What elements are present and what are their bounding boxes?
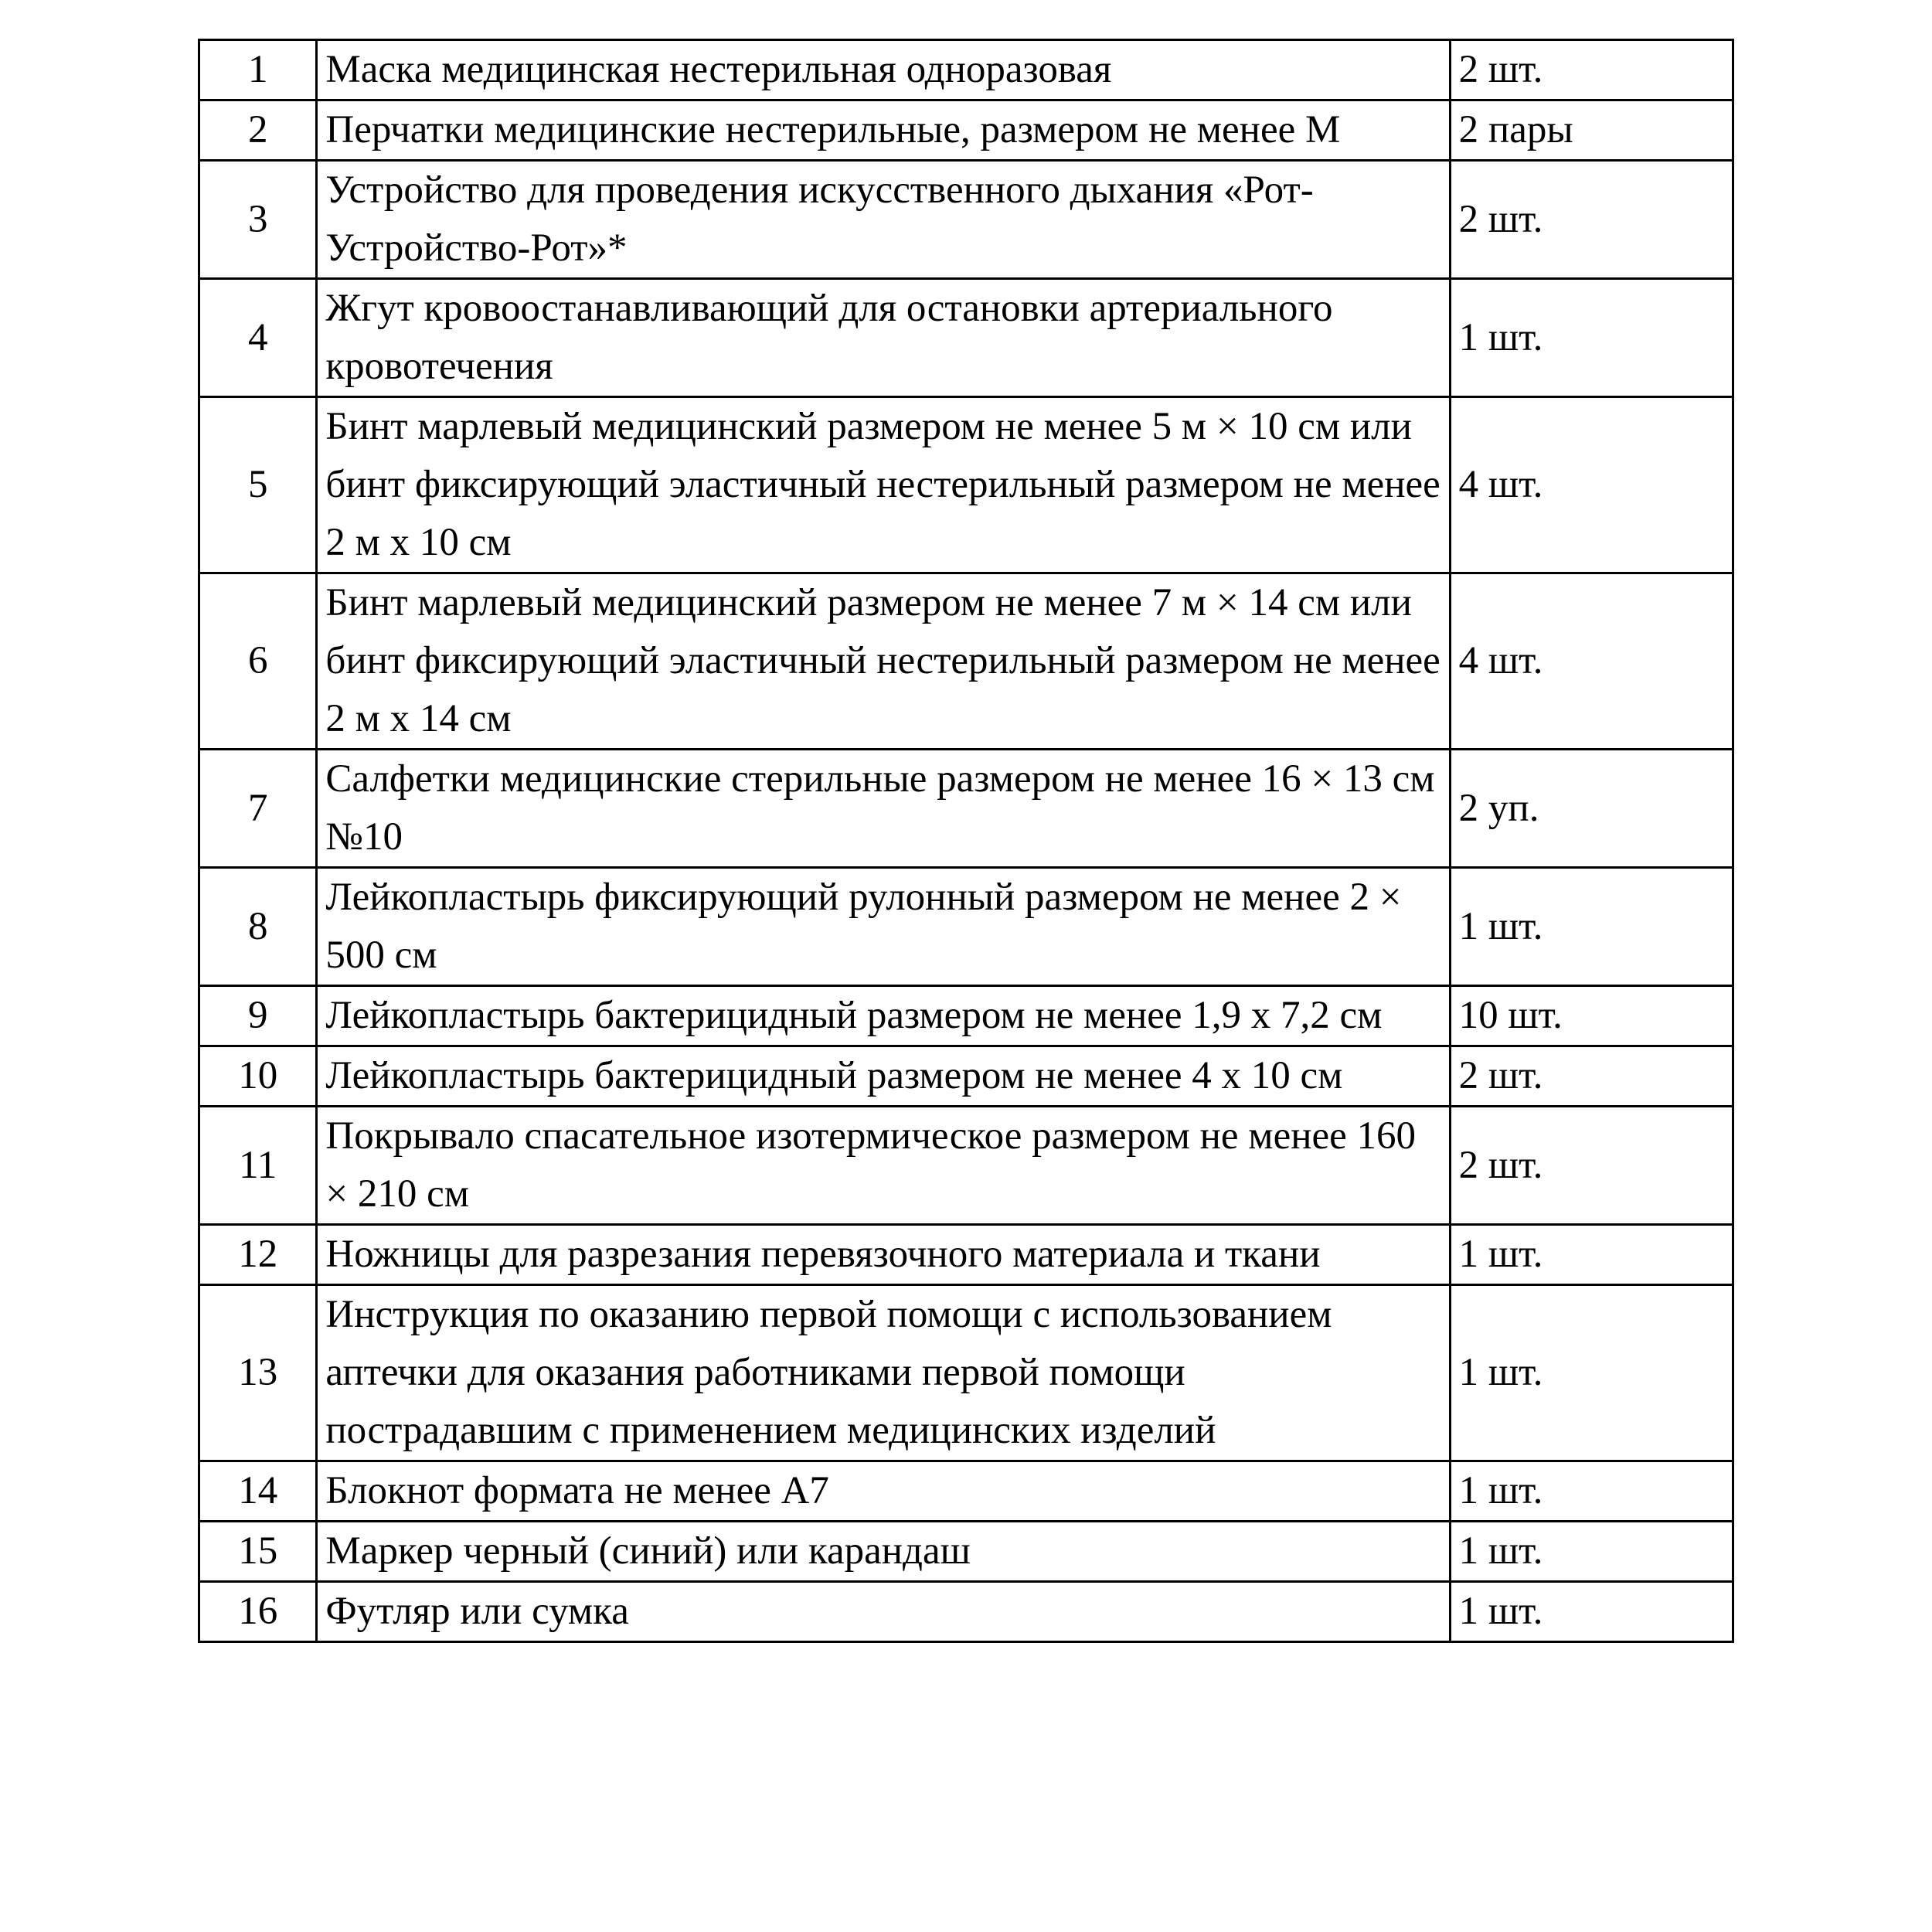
item-number: 7: [197, 748, 318, 869]
table-row: 6 Бинт марлевый медицинский размером не м…: [197, 572, 1735, 750]
table-row: 3 Устройство для проведения искусственног…: [197, 159, 1735, 280]
table-row: 9 Лейкопластырь бактерицидный размером не…: [197, 985, 1735, 1047]
item-name: Лейкопластырь бактерицидный размером не …: [315, 1045, 1451, 1107]
item-name: Бинт марлевый медицинский размером не ме…: [315, 572, 1451, 750]
item-quantity: 1 шт.: [1448, 277, 1735, 398]
item-name: Ножницы для разрезания перевязочного мат…: [315, 1223, 1451, 1286]
item-name: Инструкция по оказанию первой помощи с и…: [315, 1284, 1451, 1462]
item-number: 15: [197, 1520, 318, 1583]
item-number: 8: [197, 866, 318, 987]
item-number: 16: [197, 1580, 318, 1643]
item-name: Салфетки медицинские стерильные размером…: [315, 748, 1451, 869]
table-row: 8 Лейкопластырь фиксирующий рулонный разм…: [197, 866, 1735, 987]
item-name: Лейкопластырь бактерицидный размером не …: [315, 985, 1451, 1047]
item-number: 4: [197, 277, 318, 398]
item-quantity: 1 шт.: [1448, 1520, 1735, 1583]
item-name: Покрывало спасательное изотермическое ра…: [315, 1105, 1451, 1226]
table-row: 11 Покрывало спасательное изотермическое …: [197, 1105, 1735, 1226]
item-quantity: 4 шт.: [1448, 572, 1735, 750]
table-row: 14 Блокнот формата не менее А7 1 шт.: [197, 1460, 1735, 1522]
item-name: Жгут кровоостанавливающий для остановки …: [315, 277, 1451, 398]
item-quantity: 1 шт.: [1448, 1580, 1735, 1643]
item-name: Бинт марлевый медицинский размером не ме…: [315, 396, 1451, 574]
item-number: 12: [197, 1223, 318, 1286]
table-row: 4 Жгут кровоостанавливающий для остановки…: [197, 277, 1735, 398]
table-row: 7 Салфетки медицинские стерильные размеро…: [197, 748, 1735, 869]
item-number: 11: [197, 1105, 318, 1226]
item-quantity: 1 шт.: [1448, 1223, 1735, 1286]
table-row: 15 Маркер черный (синий) или карандаш 1 шт…: [197, 1520, 1735, 1583]
item-quantity: 1 шт.: [1448, 1460, 1735, 1522]
item-quantity: 1 шт.: [1448, 866, 1735, 987]
item-quantity: 2 шт.: [1448, 1105, 1735, 1226]
item-number: 2: [197, 99, 318, 162]
item-quantity: 2 шт.: [1448, 1045, 1735, 1107]
item-name: Маркер черный (синий) или карандаш: [315, 1520, 1451, 1583]
item-number: 3: [197, 159, 318, 280]
item-name: Перчатки медицинские нестерильные, разме…: [315, 99, 1451, 162]
item-quantity: 2 уп.: [1448, 748, 1735, 869]
item-number: 6: [197, 572, 318, 750]
item-name: Футляр или сумка: [315, 1580, 1451, 1643]
item-name: Лейкопластырь фиксирующий рулонный разме…: [315, 866, 1451, 987]
table-row: 1 Маска медицинская нестерильная одноразо…: [197, 39, 1735, 101]
table-row: 16 Футляр или сумка 1 шт.: [197, 1580, 1735, 1643]
item-number: 5: [197, 396, 318, 574]
table-row: 12 Ножницы для разрезания перевязочного м…: [197, 1223, 1735, 1286]
table-row: 10 Лейкопластырь бактерицидный размером н…: [197, 1045, 1735, 1107]
table-body: 1 Маска медицинская нестерильная одноразо…: [197, 39, 1735, 1643]
item-name: Блокнот формата не менее А7: [315, 1460, 1451, 1522]
item-quantity: 10 шт.: [1448, 985, 1735, 1047]
item-number: 10: [197, 1045, 318, 1107]
item-name: Маска медицинская нестерильная одноразов…: [315, 39, 1451, 101]
first-aid-kit-table: 1 Маска медицинская нестерильная одноразо…: [197, 39, 1735, 1643]
table-row: 2 Перчатки медицинские нестерильные, разм…: [197, 99, 1735, 162]
item-number: 14: [197, 1460, 318, 1522]
item-quantity: 2 шт.: [1448, 159, 1735, 280]
item-number: 13: [197, 1284, 318, 1462]
item-quantity: 1 шт.: [1448, 1284, 1735, 1462]
table-row: 13 Инструкция по оказанию первой помощи с…: [197, 1284, 1735, 1462]
item-number: 9: [197, 985, 318, 1047]
item-quantity: 2 пары: [1448, 99, 1735, 162]
item-number: 1: [197, 39, 318, 101]
item-quantity: 4 шт.: [1448, 396, 1735, 574]
item-quantity: 2 шт.: [1448, 39, 1735, 101]
table-row: 5 Бинт марлевый медицинский размером не м…: [197, 396, 1735, 574]
item-name: Устройство для проведения искусственного…: [315, 159, 1451, 280]
